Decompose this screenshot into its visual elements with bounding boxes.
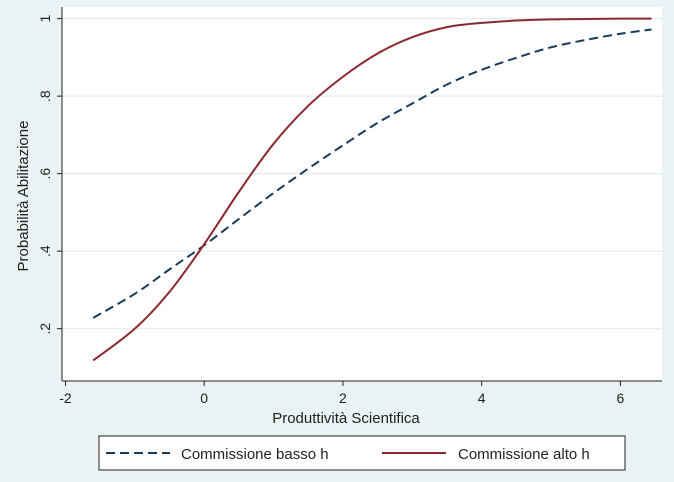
axes: .2 .4 .6 .8 1 -2 0 2 4 6 [37, 7, 662, 406]
x-tick-label: 6 [616, 390, 624, 406]
legend-label-basso: Commissione basso h [181, 446, 329, 463]
y-tick-label: .2 [37, 323, 53, 335]
series-lines [92, 17, 652, 362]
y-tick-label: .6 [37, 168, 53, 180]
y-tick-label: .4 [37, 245, 53, 257]
y-tick-label: 1 [37, 15, 53, 23]
x-tick-label: 0 [200, 390, 208, 406]
x-tick-label: 2 [339, 390, 347, 406]
x-tick-label: 4 [478, 390, 486, 406]
plot-area [62, 7, 662, 381]
legend-label-alto: Commissione alto h [458, 446, 590, 463]
grid [62, 18, 662, 330]
y-tick-label: .8 [37, 90, 53, 102]
x-axis-title: Produttività Scientifica [272, 410, 420, 427]
y-axis-title: Probabilità Abilitazione [15, 121, 32, 272]
legend: Commissione basso h Commissione alto h [98, 435, 626, 471]
series-line-commissione-basso-h [92, 28, 652, 319]
x-tick-label: -2 [59, 390, 72, 406]
legend-box [98, 435, 626, 471]
series-line-commissione-alto-h [92, 17, 652, 362]
